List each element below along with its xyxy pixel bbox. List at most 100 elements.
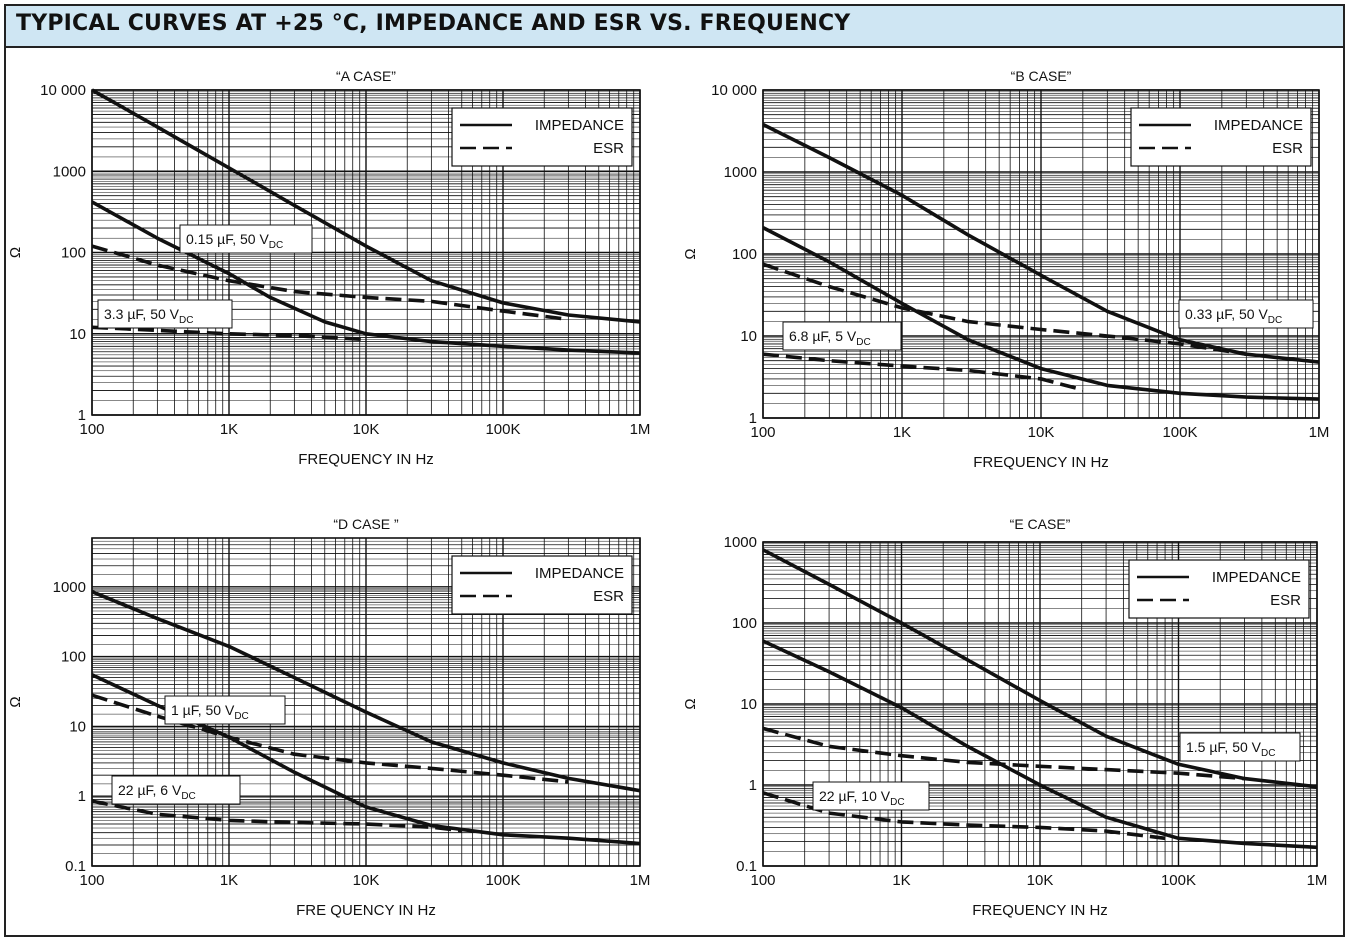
chart-title: “B CASE”: [1011, 68, 1072, 84]
y-tick-label: 0.1: [65, 858, 86, 875]
chart-b-case: “B CASE” 100 1K 10K 100K 1M 1 10 100 1000 10 000 FR…: [682, 68, 1330, 471]
plot-border: [762, 89, 1320, 419]
x-tick-label: 1M: [630, 872, 651, 889]
plot-border: [91, 89, 641, 416]
x-tick-label: 1K: [220, 421, 238, 438]
grid: [91, 89, 641, 416]
chart-d-case: “D CASE ” 100 1K 10K 100K 1M 0.1 1 10 100 1000 FRE …: [7, 516, 651, 919]
x-tick-label: 10K: [353, 421, 380, 438]
x-tick-label: 100K: [1161, 872, 1196, 889]
x-tick-label: 1M: [1307, 872, 1328, 889]
x-tick-label: 10K: [1027, 872, 1054, 889]
title-banner: TYPICAL CURVES AT +25 °C, IMPEDANCE AND …: [6, 6, 1343, 48]
annotation-text: 22 µF, 6 VDC: [118, 782, 196, 802]
y-tick-label: 100: [61, 245, 86, 262]
impedance-line-1: [91, 590, 641, 793]
y-axis-label: Ω: [7, 247, 24, 258]
legend: IMPEDANCE ESR: [451, 107, 633, 167]
annotation-label: 22 µF, 6 VDC: [111, 775, 241, 805]
plot-border: [762, 541, 1318, 867]
y-tick-label: 10: [69, 326, 86, 343]
x-tick-label: 100K: [1162, 424, 1197, 441]
y-tick-label: 10 000: [711, 82, 757, 99]
chart-title: “A CASE”: [336, 68, 396, 84]
y-tick-label: 10 000: [40, 82, 86, 99]
impedance-line-1: [91, 88, 641, 324]
esr-line-4: [91, 799, 463, 833]
y-tick-label: 1: [749, 410, 757, 427]
legend-esr-label: ESR: [1272, 140, 1303, 157]
y-tick-label: 100: [61, 649, 86, 666]
x-tick-label: 100K: [485, 872, 520, 889]
chart-a-case: “A CASE” 100 1K 10K 100K 1M 1 10 100 1000 10 000 FR…: [7, 68, 650, 468]
grid: [91, 537, 641, 867]
legend: IMPEDANCE ESR: [1128, 559, 1310, 619]
annotation-box: [1179, 732, 1301, 762]
annotation-text: 1 µF, 50 VDC: [171, 702, 249, 722]
annotation-box: [111, 775, 241, 805]
y-tick-label: 1: [749, 777, 757, 794]
legend: IMPEDANCE ESR: [1130, 107, 1312, 167]
annotation-box: [1178, 299, 1314, 329]
annotation-label: 1.5 µF, 50 VDC: [1179, 732, 1301, 762]
annotation-text: 22 µF, 10 VDC: [819, 788, 905, 808]
y-tick-label: 100: [732, 246, 757, 263]
impedance-line-1: [762, 548, 1318, 789]
annotation-box: [179, 224, 313, 254]
legend-impedance-label: IMPEDANCE: [1212, 569, 1301, 586]
chart-e-case: “E CASE” 100 1K 10K 100K 1M 0.1 1 10 100 1000 FREQU…: [682, 516, 1328, 919]
x-tick-label: 100: [79, 421, 104, 438]
annotation-text: 0.15 µF, 50 VDC: [186, 231, 283, 251]
x-axis-label: FREQUENCY IN Hz: [298, 451, 434, 468]
y-tick-label: 1: [78, 407, 86, 424]
legend-box: [451, 107, 633, 167]
y-axis-label: Ω: [7, 696, 24, 707]
y-tick-label: 1000: [53, 163, 86, 180]
y-tick-label: 1000: [53, 579, 86, 596]
annotation-label: 3.3 µF, 50 VDC: [97, 299, 233, 329]
chart-title: “D CASE ”: [333, 516, 399, 532]
y-tick-label: 1000: [724, 164, 757, 181]
x-tick-label: 100: [750, 424, 775, 441]
annotation-label: 0.33 µF, 50 VDC: [1178, 299, 1314, 329]
legend-impedance-label: IMPEDANCE: [535, 117, 624, 134]
annotation-label: 1 µF, 50 VDC: [164, 695, 286, 725]
y-axis-label: Ω: [682, 698, 699, 709]
legend-esr-label: ESR: [593, 588, 624, 605]
x-tick-label: 10K: [1028, 424, 1055, 441]
legend-impedance-label: IMPEDANCE: [1214, 117, 1303, 134]
impedance-line-2: [91, 200, 641, 355]
legend-esr-label: ESR: [1270, 592, 1301, 609]
x-tick-label: 10K: [353, 872, 380, 889]
annotation-text: 0.33 µF, 50 VDC: [1185, 306, 1282, 326]
x-axis-label: FRE QUENCY IN Hz: [296, 902, 436, 919]
x-tick-label: 100K: [485, 421, 520, 438]
esr-line-4: [762, 352, 1084, 392]
y-tick-label: 10: [740, 328, 757, 345]
legend: IMPEDANCE ESR: [451, 555, 633, 615]
y-tick-label: 10: [69, 718, 86, 735]
annotation-box: [164, 695, 286, 725]
annotation-label: 6.8 µF, 5 VDC: [782, 321, 902, 351]
impedance-line-2: [762, 639, 1318, 850]
x-axis-label: FREQUENCY IN Hz: [972, 902, 1108, 919]
annotation-box: [812, 781, 930, 811]
esr-line-3: [762, 726, 1245, 781]
x-tick-label: 1M: [1309, 424, 1330, 441]
x-tick-label: 100: [79, 872, 104, 889]
y-tick-label: 100: [732, 615, 757, 632]
legend-box: [451, 555, 633, 615]
esr-line-3: [91, 244, 569, 322]
y-tick-label: 10: [740, 696, 757, 713]
x-tick-label: 1K: [220, 872, 238, 889]
x-tick-label: 1K: [892, 872, 910, 889]
y-axis-label: Ω: [682, 248, 699, 259]
y-tick-label: 1000: [724, 534, 757, 551]
legend-box: [1130, 107, 1312, 167]
impedance-line-2: [762, 226, 1320, 401]
legend-box: [1128, 559, 1310, 619]
page-title: TYPICAL CURVES AT +25 °C, IMPEDANCE AND …: [16, 11, 851, 36]
annotation-label: 0.15 µF, 50 VDC: [179, 224, 313, 254]
annotation-label: 22 µF, 10 VDC: [812, 781, 930, 811]
esr-line-4: [762, 791, 1166, 841]
